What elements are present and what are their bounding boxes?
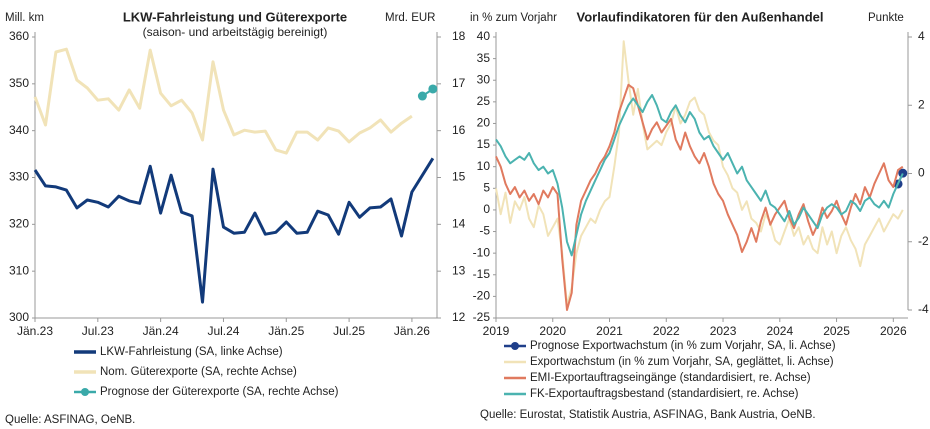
series-line (33, 157, 435, 304)
legend-label: FK-Exportauftragsbestand (standardisiert… (530, 388, 799, 400)
y2-tick-label: 16 (452, 123, 466, 137)
series-line (495, 40, 904, 306)
series-line (33, 47, 413, 155)
y2-tick-label: 0 (918, 166, 925, 180)
y-tick-label: 310 (9, 263, 29, 277)
y-tick-label: 10 (477, 159, 491, 173)
y2-tick-label: -2 (918, 234, 929, 248)
x-tick-label: Jul.24 (207, 324, 239, 338)
y-tick-label: 350 (9, 76, 29, 90)
y2-tick-label: 4 (918, 29, 925, 43)
x-tick-label: Jul.25 (333, 324, 365, 338)
y2-tick-label: 14 (452, 217, 466, 231)
x-tick-label: 2024 (766, 324, 793, 338)
y-tick-label: 30 (477, 72, 491, 86)
x-tick-label: 2023 (710, 324, 737, 338)
legend-label: Prognose Exportwachstum (in % zum Vorjah… (530, 340, 836, 352)
y-tick-label: 35 (477, 51, 491, 65)
x-tick-label: Jän.23 (17, 324, 53, 338)
source-note: Quelle: Eurostat, Statistik Austria, ASF… (480, 409, 816, 421)
legend-label: Prognose der Güterexporte (SA, rechte Ac… (100, 386, 339, 398)
y-tick-label: 0 (483, 202, 490, 216)
source-note: Quelle: ASFINAG, OeNB. (5, 414, 135, 426)
y-axis-label: Mill. km (5, 12, 44, 24)
chart-title: LKW-Fahrleistung und Güterexporte (123, 9, 347, 24)
series-line (495, 94, 904, 257)
y2-axis-label: Punkte (868, 12, 904, 24)
y-tick-label: 40 (477, 29, 491, 43)
y2-tick-label: 13 (452, 263, 466, 277)
y-tick-label: 5 (483, 180, 490, 194)
x-tick-label: 2025 (823, 324, 850, 338)
y-tick-label: 15 (477, 137, 491, 151)
y2-tick-label: 2 (918, 97, 925, 111)
legend-marker (81, 388, 89, 396)
y-tick-label: 330 (9, 170, 29, 184)
legend-label: Exportwachstum (in % zum Vorjahr, SA, ge… (530, 356, 834, 368)
y-tick-label: 25 (477, 94, 491, 108)
y-tick-label: 20 (477, 116, 491, 130)
x-tick-label: 2019 (483, 324, 510, 338)
y2-tick-label: -4 (918, 302, 929, 316)
legend-marker (511, 342, 519, 350)
legend-label: LKW-Fahrleistung (SA, linke Achse) (100, 346, 283, 358)
y-tick-label: 360 (9, 29, 29, 43)
y-tick-label: 340 (9, 123, 29, 137)
x-tick-label: Jän.25 (268, 324, 304, 338)
y-tick-label: -10 (473, 245, 491, 259)
x-tick-label: Jul.23 (82, 324, 114, 338)
y2-tick-label: 15 (452, 170, 466, 184)
legend-label: Nom. Güterexporte (SA, rechte Achse) (100, 366, 297, 378)
y-tick-label: -5 (479, 224, 490, 238)
x-tick-label: 2022 (653, 324, 680, 338)
chart-subtitle: (saison- und arbeitstägig bereinigt) (143, 25, 328, 39)
y-tick-label: 320 (9, 217, 29, 231)
y2-axis-label: Mrd. EUR (385, 12, 435, 24)
x-tick-label: Jän.26 (394, 324, 430, 338)
y2-tick-label: 18 (452, 29, 466, 43)
x-tick-label: 2021 (596, 324, 623, 338)
y-axis-label: in % zum Vorjahr (470, 12, 557, 24)
chart-title: Vorlaufindikatoren für den Außenhandel (576, 9, 823, 24)
y2-tick-label: 17 (452, 76, 466, 90)
x-tick-label: 2020 (539, 324, 566, 338)
y-tick-label: -15 (473, 267, 491, 281)
series-marker (428, 84, 438, 94)
legend-label: EMI-Exportauftragseingänge (standardisie… (530, 372, 811, 384)
y2-tick-label: 12 (452, 310, 466, 324)
series-marker (898, 168, 908, 178)
series-line (495, 83, 904, 311)
y-tick-label: -25 (473, 310, 491, 324)
x-tick-label: 2026 (880, 324, 907, 338)
y-tick-label: 300 (9, 310, 29, 324)
y-tick-label: -20 (473, 289, 491, 303)
x-tick-label: Jän.24 (143, 324, 179, 338)
series-marker (417, 91, 427, 101)
